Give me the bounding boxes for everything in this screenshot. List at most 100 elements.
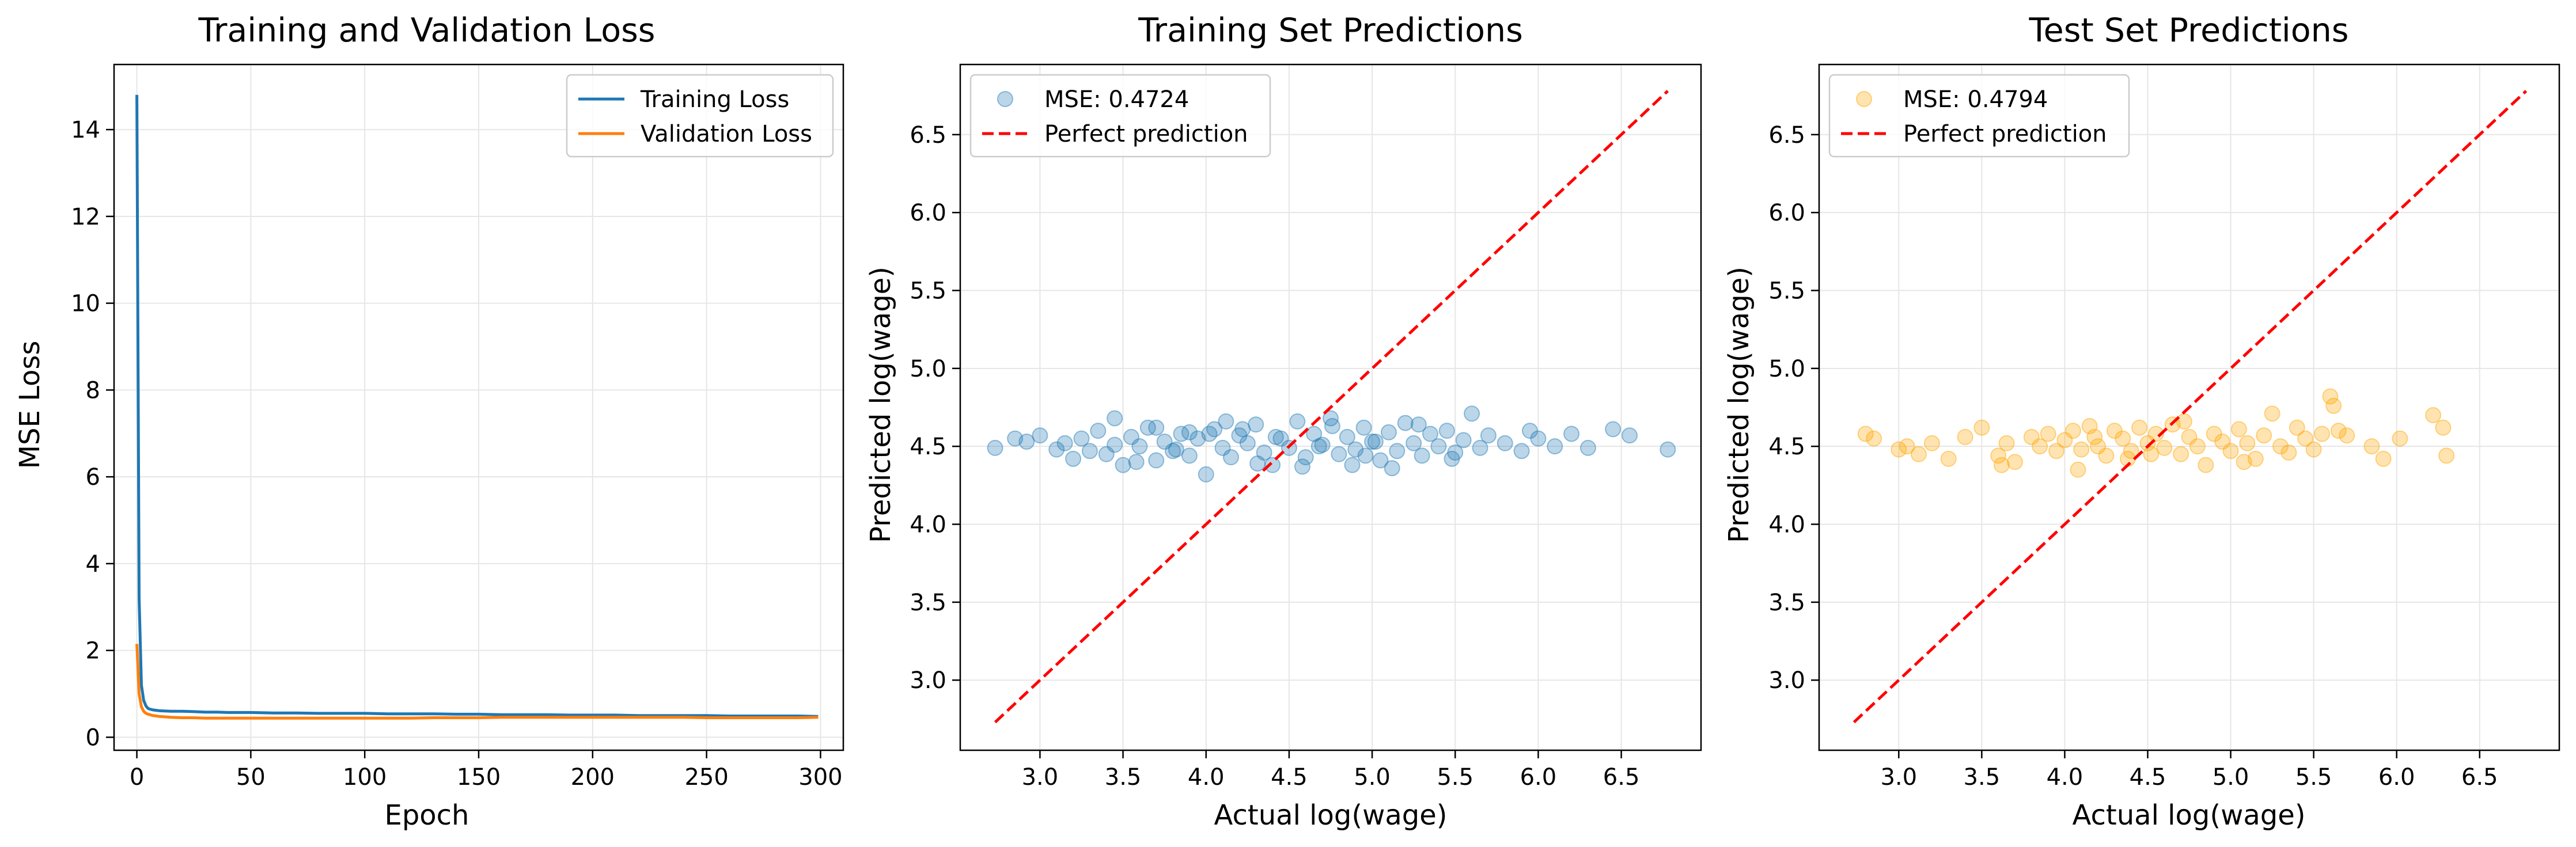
train-x-tick-label: 5.0	[1354, 764, 1391, 791]
train-data-point	[1131, 438, 1148, 455]
train-data-point	[1115, 457, 1131, 473]
test-data-point	[2247, 450, 2264, 467]
train-data-point	[1073, 430, 1090, 447]
train-data-point	[1367, 434, 1384, 450]
loss-y-tick-label: 14	[71, 117, 100, 143]
train-data-point	[1148, 452, 1165, 469]
train-data-point	[1156, 434, 1173, 450]
train-data-point	[1234, 421, 1251, 438]
train-data-point	[1201, 426, 1218, 442]
train-legend-box	[969, 74, 1271, 158]
train-data-point	[1347, 441, 1364, 458]
test-x-tick-label: 6.0	[2378, 764, 2415, 791]
train-legend-label: Perfect prediction	[1044, 121, 1248, 147]
train-y-tick-label: 3.0	[910, 667, 946, 694]
loss-legend-label: Validation Loss	[641, 121, 812, 147]
test-data-point	[2176, 413, 2192, 430]
train-data-point	[1264, 457, 1281, 473]
train-data-point	[1081, 443, 1098, 459]
train-data-point	[1622, 427, 1638, 444]
test-data-point	[2147, 426, 2164, 442]
test-data-point	[2330, 423, 2347, 439]
train-data-point	[1007, 430, 1024, 447]
test-data-point	[2363, 438, 2380, 455]
test-data-point	[2139, 435, 2156, 451]
test-y-tick-label: 6.5	[1768, 122, 1805, 149]
test-y-tick-label: 3.5	[1768, 590, 1805, 616]
train-data-point	[1267, 428, 1284, 445]
train-data-point	[1389, 443, 1406, 459]
train-chart-title: Training Set Predictions	[1138, 12, 1523, 50]
train-data-point	[1222, 449, 1239, 466]
train-x-axis-label: Actual log(wage)	[1214, 799, 1448, 831]
test-data-point	[2375, 450, 2392, 467]
train-data-point	[1206, 421, 1223, 438]
test-data-point	[2280, 444, 2297, 461]
train-y-tick-label: 4.5	[910, 434, 946, 460]
train-data-point	[1430, 438, 1447, 455]
test-data-point	[1990, 447, 2007, 464]
test-data-point	[2297, 430, 2314, 447]
test-data-point	[2189, 438, 2206, 455]
loss-chart-title: Training and Validation Loss	[198, 12, 656, 50]
train-data-point	[1056, 435, 1073, 451]
loss-y-tick-label: 6	[86, 464, 100, 491]
train-data-point	[1410, 416, 1427, 433]
loss-x-axis-label: Epoch	[385, 799, 469, 831]
train-axes-frame	[959, 63, 1702, 751]
train-data-point	[1344, 457, 1361, 473]
loss-legend-box	[566, 74, 834, 158]
train-x-tick-label: 4.5	[1271, 764, 1308, 791]
test-data-point	[2222, 443, 2239, 459]
train-data-point	[1107, 436, 1123, 453]
train-data-point	[1198, 466, 1214, 483]
train-data-point	[1272, 430, 1289, 447]
train-y-tick-label: 4.0	[910, 512, 946, 538]
train-data-point	[1289, 413, 1306, 430]
loss-x-tick-label: 100	[343, 764, 387, 791]
test-y-tick-label: 5.5	[1768, 278, 1805, 304]
train-data-point	[1218, 413, 1234, 430]
train-data-point	[1447, 444, 1464, 461]
test-data-point	[2239, 435, 2256, 451]
train-data-point	[1530, 430, 1547, 447]
test-data-point	[2143, 446, 2160, 462]
train-panel: 3.0 3.5 4.0 4.5 5.0 5.5 6.0 6.5 3.0 3.5 4.0 4.5 5.0 5…	[865, 12, 1702, 831]
train-data-point	[1189, 430, 1206, 447]
train-data-point	[1297, 449, 1314, 466]
loss-series-line-2	[135, 644, 819, 720]
loss-y-tick-label: 12	[71, 204, 100, 230]
test-data-point	[2236, 454, 2252, 470]
test-legend-label: Perfect prediction	[1903, 121, 2107, 147]
train-x-tick-label: 5.5	[1437, 764, 1473, 791]
test-data-point	[1957, 428, 1973, 445]
test-x-tick-label: 5.0	[2213, 764, 2249, 791]
train-x-tick-label: 6.0	[1520, 764, 1557, 791]
train-data-point	[1414, 447, 1430, 464]
test-data-point	[2322, 388, 2339, 405]
test-y-tick-label: 4.5	[1768, 434, 1805, 460]
test-y-tick-label: 4.0	[1768, 512, 1805, 538]
test-data-point	[2032, 438, 2048, 455]
train-data-point	[1128, 454, 1145, 470]
train-data-point	[1306, 426, 1323, 442]
test-data-point	[1993, 457, 2010, 473]
test-data-point	[2064, 423, 2081, 439]
train-data-point	[1497, 435, 1513, 451]
train-data-point	[1214, 439, 1231, 456]
test-legend-marker	[1856, 91, 1872, 107]
train-data-point	[1148, 419, 1165, 436]
train-x-tick-label: 3.5	[1105, 764, 1142, 791]
test-x-tick-label: 3.5	[1964, 764, 2001, 791]
test-chart-title: Test Set Predictions	[2029, 12, 2349, 50]
test-x-tick-label: 3.0	[1880, 764, 1917, 791]
loss-y-tick-label: 8	[86, 377, 100, 404]
test-data-point	[1866, 430, 1882, 447]
train-data-point	[1248, 416, 1264, 433]
train-data-point	[1065, 450, 1082, 467]
train-y-tick-label: 5.5	[910, 278, 946, 304]
train-data-point	[1464, 405, 1480, 422]
test-data-point	[2156, 439, 2173, 456]
loss-series-line-1	[135, 94, 819, 718]
test-data-point	[2098, 447, 2115, 464]
